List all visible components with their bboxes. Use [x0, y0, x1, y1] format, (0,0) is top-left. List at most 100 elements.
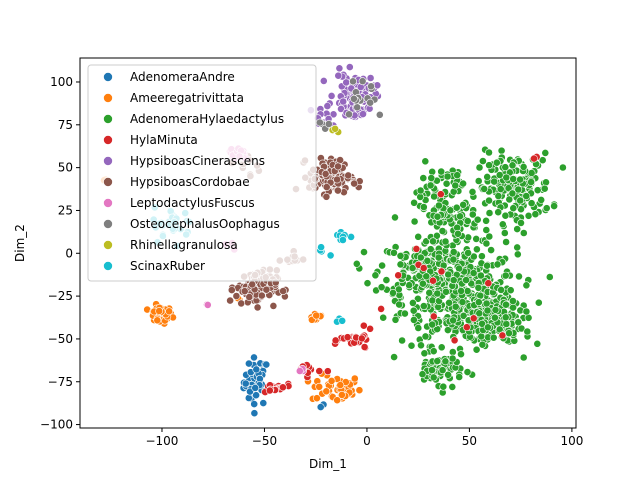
data-point-3 [425, 288, 434, 297]
data-point-3 [531, 210, 540, 219]
data-point-3 [559, 163, 567, 172]
data-point-3 [455, 373, 464, 381]
data-point-3 [514, 318, 523, 327]
data-point-3 [537, 195, 546, 204]
y-tick-label: −25 [48, 289, 73, 303]
data-point-5 [337, 105, 345, 113]
data-point-3 [490, 313, 499, 322]
data-point-3 [451, 181, 460, 190]
data-point-3 [416, 253, 425, 262]
data-point-3 [483, 172, 492, 181]
data-point-5 [334, 71, 343, 80]
data-point-3 [492, 158, 501, 167]
data-point-4 [484, 279, 493, 288]
data-point-3 [448, 348, 457, 356]
data-point-3 [501, 313, 510, 322]
legend-label: HypsiboasCordobae [130, 175, 250, 189]
data-point-3 [434, 253, 443, 262]
legend-marker [103, 177, 113, 187]
y-tick-label: 0 [65, 246, 73, 260]
data-point-1 [251, 383, 260, 392]
data-point-3 [428, 296, 437, 305]
data-point-2 [315, 382, 324, 391]
data-point-4 [278, 383, 287, 392]
data-point-3 [433, 289, 442, 298]
data-point-4 [436, 190, 445, 199]
data-point-3 [502, 300, 510, 309]
data-point-3 [394, 285, 403, 294]
data-point-3 [468, 210, 477, 219]
data-point-3 [495, 171, 504, 179]
data-point-5 [359, 110, 367, 118]
data-point-3 [513, 250, 522, 259]
data-point-5 [345, 63, 354, 71]
legend-label: ScinaxRuber [130, 259, 205, 273]
data-point-3 [485, 232, 494, 241]
data-point-3 [443, 172, 452, 181]
data-point-3 [493, 260, 502, 269]
data-point-3 [501, 271, 510, 280]
data-point-8 [345, 110, 353, 119]
data-point-3 [494, 192, 503, 200]
data-point-4 [357, 334, 366, 343]
data-point-10 [326, 251, 335, 260]
data-point-4 [498, 331, 507, 340]
data-point-4 [315, 367, 324, 375]
data-point-3 [442, 287, 450, 296]
data-point-3 [429, 373, 438, 382]
data-point-5 [339, 97, 348, 106]
data-point-4 [450, 336, 459, 345]
data-point-3 [378, 261, 386, 270]
data-point-3 [485, 148, 493, 157]
data-point-3 [414, 324, 423, 332]
data-point-2 [322, 387, 331, 396]
data-point-3 [445, 298, 453, 307]
data-point-6 [269, 301, 278, 310]
data-point-3 [395, 300, 404, 309]
data-point-5 [319, 77, 328, 85]
data-point-3 [409, 315, 418, 324]
data-point-3 [533, 339, 542, 348]
data-point-3 [483, 306, 492, 315]
data-point-3 [472, 245, 481, 254]
data-point-3 [462, 276, 470, 284]
y-tick-label: 75 [58, 118, 73, 132]
data-point-3 [419, 203, 428, 211]
data-point-3 [463, 217, 472, 225]
data-point-3 [426, 181, 435, 190]
data-point-3 [509, 303, 517, 312]
data-point-3 [379, 313, 388, 322]
data-point-2 [165, 307, 173, 316]
data-point-3 [434, 201, 443, 210]
data-point-6 [248, 280, 257, 289]
data-point-5 [327, 92, 336, 100]
data-point-2 [355, 386, 364, 395]
data-point-3 [469, 252, 478, 261]
data-point-3 [509, 297, 517, 305]
data-point-6 [253, 303, 262, 312]
data-point-3 [491, 305, 500, 314]
x-axis-label: Dim_1 [309, 457, 347, 471]
data-point-3 [505, 195, 514, 204]
data-point-3 [426, 245, 435, 254]
data-point-3 [416, 186, 425, 195]
data-point-3 [478, 157, 487, 165]
data-point-10 [338, 316, 347, 325]
data-point-3 [485, 161, 493, 170]
data-point-3 [482, 226, 491, 234]
data-point-3 [418, 279, 427, 288]
data-point-2 [336, 381, 345, 389]
data-point-3 [497, 285, 505, 294]
data-point-5 [366, 74, 375, 82]
data-point-3 [500, 229, 509, 237]
data-point-3 [457, 350, 465, 359]
data-point-3 [448, 354, 457, 363]
data-point-3 [449, 316, 457, 325]
data-point-6 [240, 287, 249, 296]
data-point-3 [483, 323, 492, 332]
data-point-3 [478, 319, 486, 328]
data-point-3 [414, 232, 423, 241]
data-point-2 [327, 376, 336, 385]
data-point-3 [522, 192, 531, 200]
data-point-6 [322, 183, 331, 191]
